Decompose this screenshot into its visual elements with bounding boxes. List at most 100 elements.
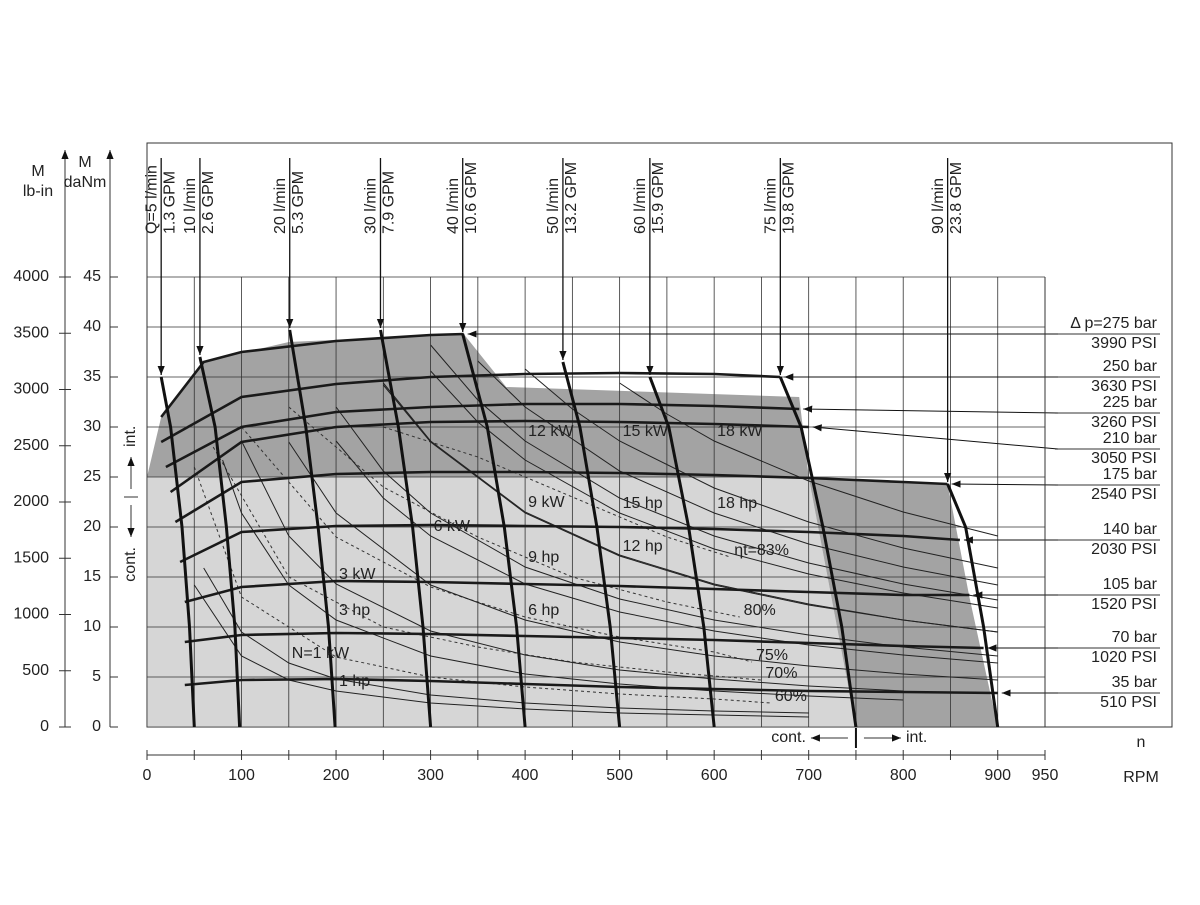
y-tick-label: 0 [92, 718, 101, 735]
y-tick-label: 35 [83, 368, 101, 385]
x-tick-label: 300 [417, 767, 444, 784]
flow-gpm-label: 23.8 GPM [948, 162, 965, 234]
flow-label: 60 l/min [632, 178, 649, 234]
curves [159, 329, 1000, 727]
flow-curve [461, 333, 527, 727]
power-label: 9 kW [528, 494, 565, 511]
flow-curve [288, 329, 337, 727]
y2-tick-label: 3500 [13, 324, 49, 341]
y-tick-label: 25 [83, 468, 101, 485]
power-curve [524, 368, 998, 569]
y2-tick-label: 1500 [13, 549, 49, 566]
y-tick-label: 30 [83, 418, 101, 435]
region [147, 477, 856, 727]
pressure-label: 105 bar [1103, 576, 1158, 593]
pressure-psi-label: 2030 PSI [1091, 541, 1157, 558]
efficiency-curve [193, 466, 771, 704]
pressure-psi-label: 1520 PSI [1091, 596, 1157, 613]
x-tick-label: 900 [984, 767, 1011, 784]
x-tick-label: 0 [143, 767, 152, 784]
flow-curve [159, 376, 196, 727]
pressure-psi-label: 3050 PSI [1091, 450, 1157, 467]
pressure-label: 210 bar [1103, 430, 1158, 447]
pressure-psi-label: 3260 PSI [1091, 414, 1157, 431]
int-label: int. [122, 426, 139, 447]
y-tick-label: 45 [83, 268, 101, 285]
x-tick-label: 700 [795, 767, 822, 784]
power-label: N=1 kW [292, 645, 350, 662]
foreground: 0510152025303540450500100015002000250030… [13, 150, 1160, 786]
y-tick-label: 15 [83, 568, 101, 585]
y-tick-label: 5 [92, 668, 101, 685]
y2-label: lb-in [23, 183, 53, 200]
y2-symbol: M [31, 163, 44, 180]
flow-label: 30 l/min [363, 178, 380, 234]
power-curve [430, 370, 998, 609]
y-label: daNm [64, 174, 107, 191]
pressure-curve [179, 523, 960, 564]
pressure-curve [174, 470, 948, 524]
int-label: int. [906, 729, 927, 746]
efficiency-curve [383, 426, 731, 558]
pressure-psi-label: 3630 PSI [1091, 378, 1157, 395]
flow-label: 40 l/min [445, 178, 462, 234]
y-tick-label: 20 [83, 518, 101, 535]
efficiency-label: 60% [775, 688, 807, 705]
power-label: 12 hp [623, 538, 663, 555]
region [147, 334, 998, 727]
y2-tick-label: 2000 [13, 493, 49, 510]
power-curve [477, 360, 998, 586]
power-curve [193, 584, 809, 718]
flow-gpm-label: 15.9 GPM [650, 162, 667, 234]
cont-label: cont. [771, 729, 806, 746]
efficiency-label: 70% [765, 665, 797, 682]
y2-tick-label: 2500 [13, 437, 49, 454]
efficiency-label: ηt=83% [734, 542, 789, 559]
power-curve [203, 567, 809, 714]
power-label: 18 kW [717, 423, 763, 440]
pressure-arrow [951, 480, 1059, 488]
pressure-psi-label: 1020 PSI [1091, 649, 1157, 666]
pressure-label: Δ p=275 bar [1070, 315, 1157, 332]
flow-label: 20 l/min [272, 178, 289, 234]
y-tick-label: 40 [83, 318, 101, 335]
power-label: 6 kW [434, 518, 471, 535]
pressure-curve [160, 371, 781, 444]
flow-gpm-label: 2.6 GPM [200, 171, 217, 234]
pressure-arrow [812, 424, 1059, 450]
power-curve [241, 440, 904, 692]
x-tick-label: 200 [323, 767, 350, 784]
x-tick-label: 100 [228, 767, 255, 784]
y-tick-label: 10 [83, 618, 101, 635]
power-curve [288, 441, 998, 681]
power-label: 3 hp [339, 602, 370, 619]
pressure-label: 225 bar [1103, 394, 1158, 411]
pressure-curve [184, 677, 998, 695]
efficiency-label: 75% [756, 647, 788, 664]
power-curve [382, 384, 998, 633]
power-label: 15 hp [623, 495, 663, 512]
power-label: 15 kW [623, 423, 669, 440]
pressure-arrow [803, 405, 1059, 414]
efficiency-curve [212, 446, 762, 681]
y2-tick-label: 1000 [13, 606, 49, 623]
power-curve [335, 440, 998, 664]
x-tick-label: 400 [512, 767, 539, 784]
flow-curve [561, 361, 622, 727]
pressure-label: 140 bar [1103, 521, 1158, 538]
power-curve [619, 382, 998, 537]
flow-label: Q=5 l/min [143, 165, 160, 234]
flow-gpm-label: 5.3 GPM [290, 171, 307, 234]
x-tick-label: 500 [606, 767, 633, 784]
y2-tick-label: 0 [40, 718, 49, 735]
power-curve [222, 459, 904, 701]
flow-label: 75 l/min [763, 178, 780, 234]
flow-label: 50 l/min [545, 178, 562, 234]
pressure-psi-label: 510 PSI [1100, 694, 1157, 711]
x-tick-label: 800 [890, 767, 917, 784]
power-label: 12 kW [528, 423, 574, 440]
power-curve [335, 406, 998, 657]
flow-gpm-label: 1.3 GPM [161, 171, 178, 234]
flow-label: 90 l/min [930, 178, 947, 234]
